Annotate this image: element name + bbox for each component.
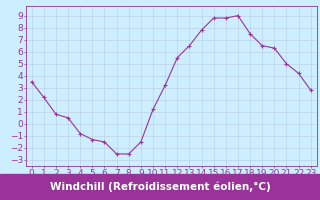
Text: Windchill (Refroidissement éolien,°C): Windchill (Refroidissement éolien,°C): [50, 182, 270, 192]
